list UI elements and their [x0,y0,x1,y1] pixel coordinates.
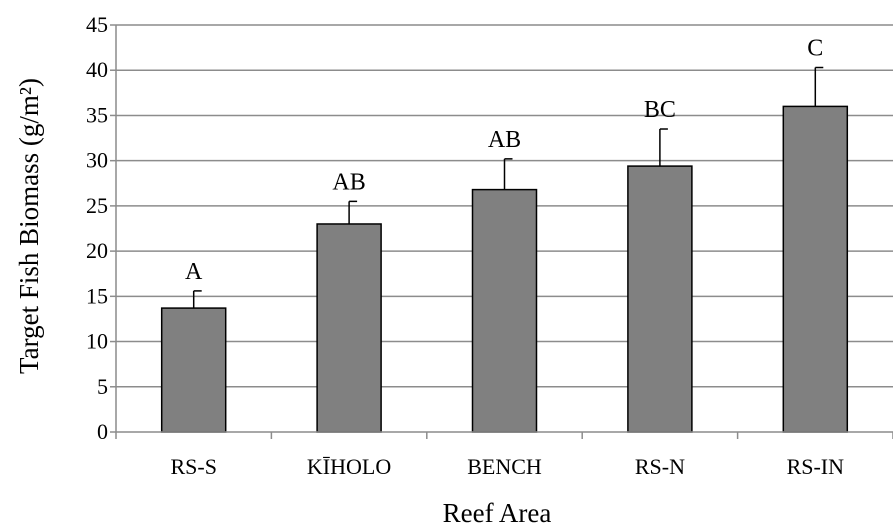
y-tick-label: 5 [97,374,108,399]
bar [471,188,538,433]
error-bars [192,66,824,309]
x-tick-labels: RS-S KĪHOLO BENCH RS-N RS-IN [170,454,844,479]
bar [160,307,227,433]
y-tick-label: 40 [86,57,108,82]
significance-label: BC [644,97,676,123]
x-tick-label: BENCH [467,454,542,479]
x-axis-title: Reef Area [443,498,552,528]
significance-label: AB [488,127,521,153]
y-tick-label: 45 [86,12,108,37]
y-axis-title: Target Fish Biomass (g/m²) [14,78,44,374]
bar [316,223,382,433]
y-tick-label: 35 [86,102,108,127]
significance-labels: A AB AB BC C [185,36,823,285]
significance-label: A [185,259,203,285]
x-tick-label: RS-S [170,454,216,479]
y-tick-label: 10 [86,329,108,354]
axes [110,24,893,439]
bars [160,105,849,433]
x-tick-label: RS-IN [787,454,845,479]
y-tick-label: 0 [97,419,108,444]
y-tick-label: 20 [86,238,108,263]
y-tick-label: 25 [86,193,108,218]
y-tick-label: 15 [86,283,108,308]
bar [782,105,849,433]
significance-label: AB [332,169,365,195]
y-tick-labels: 0 5 10 15 20 25 30 35 40 45 [86,12,108,444]
bar [627,165,693,433]
y-tick-label: 30 [86,148,108,173]
significance-label: C [807,36,823,62]
x-tick-label: KĪHOLO [307,454,391,479]
x-tick-label: RS-N [635,454,685,479]
